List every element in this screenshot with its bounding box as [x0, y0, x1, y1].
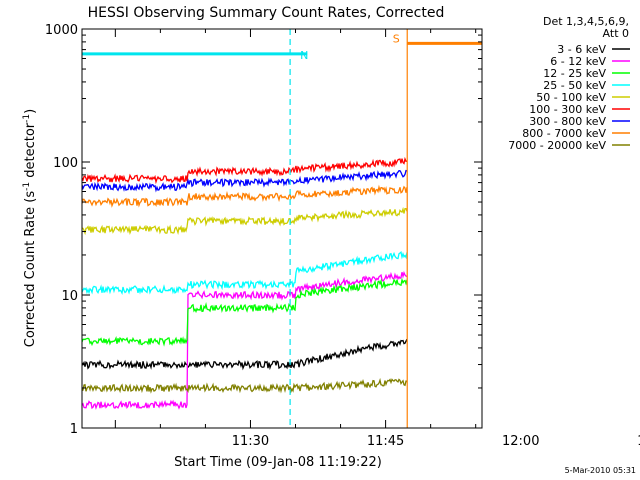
y-axis-label-end: ) [23, 109, 38, 114]
x-tick-label: 11:45 [367, 434, 404, 449]
y-tick-label: 10 [61, 289, 78, 304]
y-tick-label: 1000 [45, 23, 78, 38]
legend-label: 100 - 300 keV [529, 103, 606, 116]
series-12-25-kev [82, 277, 408, 347]
axes: NS11:3011:4512:0012:1512:3012:4511010010… [45, 23, 640, 449]
series-layer [82, 29, 482, 428]
chart-title: HESSI Observing Summary Count Rates, Cor… [88, 5, 445, 21]
x-tick-label: 12:00 [502, 434, 539, 449]
y-axis-label: Corrected Count Rate (s-1 detector-1) [22, 109, 38, 347]
y-axis-label-main: Corrected Count Rate (s [23, 191, 38, 348]
series-300-800-kev [82, 169, 408, 193]
x-tick-label: 11:30 [232, 434, 269, 449]
legend-label: 25 - 50 keV [543, 79, 606, 92]
y-axis-label-mid: detector [23, 122, 38, 182]
y-axis-label-sup2: -1 [22, 114, 32, 123]
legend-header-line-2: Att 0 [603, 27, 629, 40]
y-tick-label: 1 [70, 422, 78, 437]
legend-label: 300 - 800 keV [529, 115, 606, 128]
legend-label: 6 - 12 keV [550, 55, 606, 68]
y-tick-label: 100 [53, 156, 78, 171]
legend-label: 7000 - 20000 keV [508, 139, 606, 152]
footer-timestamp: 5-Mar-2010 05:31 [565, 466, 636, 475]
series-25-50-kev [82, 251, 408, 296]
y-axis-label-sup1: -1 [22, 182, 32, 191]
legend-label: 12 - 25 keV [543, 67, 606, 80]
series-7000-20000-kev [82, 377, 408, 394]
series-6-12-kev [82, 270, 408, 410]
series-3-6-kev [82, 338, 408, 371]
axis-frame [81, 28, 483, 429]
legend-label: 3 - 6 keV [557, 43, 606, 56]
x-tick-label: 12:15 [637, 434, 640, 449]
series-100-300-kev [82, 156, 408, 185]
x-axis-label: Start Time (09-Jan-08 11:19:22) [174, 455, 382, 470]
series-50-100-kev [82, 206, 408, 236]
flag-s-label: S [393, 32, 400, 45]
legend-header-line-1: Det 1,3,4,5,6,9, [543, 15, 629, 28]
flag-n-label: N [300, 49, 308, 62]
legend-label: 50 - 100 keV [536, 91, 606, 104]
legend-label: 800 - 7000 keV [522, 127, 606, 140]
series-800-7000-kev [82, 184, 408, 208]
